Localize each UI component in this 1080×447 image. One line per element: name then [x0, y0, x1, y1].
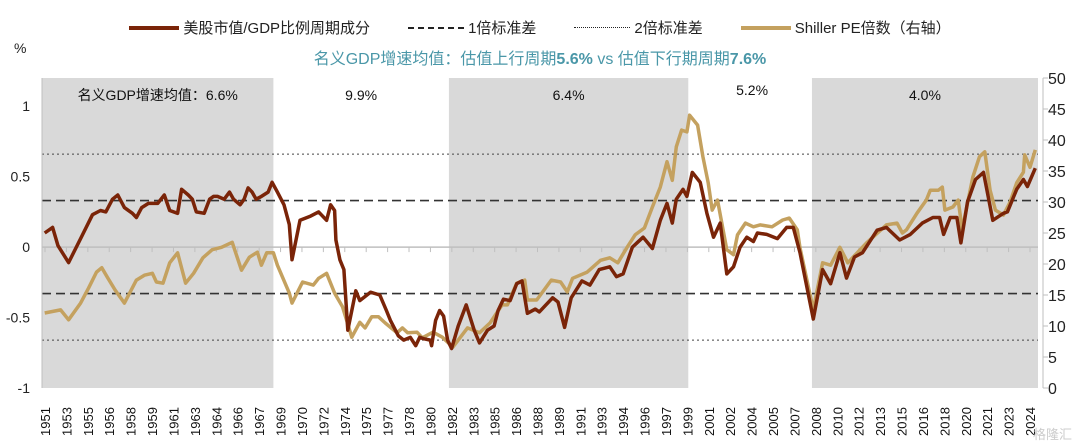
- x-tick-label: 1964: [209, 407, 224, 436]
- x-tick-label: 1967: [252, 407, 267, 436]
- legend-item-sd1: 1倍标准差: [408, 17, 536, 38]
- legend-item-series1: 美股市值/GDP比例周期成分: [129, 17, 370, 38]
- x-tick-label: 1982: [445, 407, 460, 436]
- x-tick-label: 1951: [38, 407, 53, 436]
- x-tick-label: 1958: [124, 407, 139, 436]
- y-right-tick-label: 25: [1048, 226, 1066, 243]
- x-tick-label: 1966: [231, 407, 246, 436]
- legend-item-sd2: 2倍标准差: [574, 17, 703, 38]
- legend-label-series1: 美股市值/GDP比例周期成分: [183, 20, 371, 37]
- x-tick-label: 2005: [766, 407, 781, 436]
- x-tick-label: 1963: [188, 407, 203, 436]
- x-tick-label: 2008: [809, 407, 824, 436]
- x-tick-label: 1986: [509, 407, 524, 436]
- x-tick-label: 2007: [787, 407, 802, 436]
- x-tick-label: 1983: [466, 407, 481, 436]
- x-tick-label: 1996: [638, 407, 653, 436]
- y-right-tick-label: 40: [1048, 133, 1066, 150]
- y-left-tick-label: 0.5: [11, 169, 31, 185]
- x-tick-label: 1978: [402, 407, 417, 436]
- x-tick-label: 1956: [102, 407, 117, 436]
- y-right-tick-label: 30: [1048, 195, 1066, 212]
- y-left-tick-label: -0.5: [6, 310, 30, 326]
- x-tick-label: 1991: [573, 407, 588, 436]
- legend-label-sd2: 2倍标准差: [634, 20, 703, 37]
- period-label: 名义GDP增速均值：6.6%: [78, 87, 238, 103]
- x-tick-label: 1961: [166, 407, 181, 436]
- x-tick-label: 1997: [659, 407, 674, 436]
- period-label: 6.4%: [553, 87, 585, 103]
- x-tick-label: 2010: [830, 407, 845, 436]
- y-left-tick-label: 0: [22, 239, 30, 255]
- x-tick-label: 1985: [488, 407, 503, 436]
- x-tick-label: 1980: [423, 407, 438, 436]
- shaded-period: [448, 78, 689, 388]
- x-tick-label: 2001: [702, 407, 717, 436]
- x-tick-label: 1953: [59, 407, 74, 436]
- subtitle-part1: 名义GDP增速均值：估值上行周期: [313, 51, 557, 68]
- y-right-tick-label: 15: [1048, 288, 1066, 305]
- x-tick-label: 1977: [381, 407, 396, 436]
- x-tick-label: 2002: [723, 407, 738, 436]
- y-left-tick-label: -1: [18, 380, 31, 396]
- x-tick-label: 2016: [916, 407, 931, 436]
- x-tick-label: 1970: [295, 407, 310, 436]
- x-tick-label: 1975: [359, 407, 374, 436]
- x-tick-label: 1993: [595, 407, 610, 436]
- legend-label-series2: Shiller PE倍数（右轴）: [794, 20, 951, 37]
- series-line-shiller-pe: [44, 113, 1037, 349]
- period-label: 4.0%: [909, 87, 941, 103]
- x-tick-label: 1955: [81, 407, 96, 436]
- x-tick-label: 2018: [937, 407, 952, 436]
- legend-swatch-sd1: [408, 26, 465, 29]
- legend-swatch-series1: [129, 25, 180, 30]
- subtitle-value-up: 5.6%: [556, 51, 593, 68]
- legend-item-series2: Shiller PE倍数（右轴）: [740, 17, 951, 38]
- y-left-tick-label: 1: [22, 98, 30, 114]
- watermark-logo: 格隆汇: [1032, 427, 1072, 442]
- shaded-period: [811, 78, 1038, 388]
- x-tick-label: 1972: [316, 407, 331, 436]
- x-tick-label: 1999: [680, 407, 695, 436]
- left-axis-unit: %: [14, 40, 27, 56]
- x-tick-label: 2013: [873, 407, 888, 436]
- x-tick-label: 2012: [852, 407, 867, 436]
- x-tick-label: 2004: [745, 407, 760, 436]
- x-tick-label: 2015: [895, 407, 910, 436]
- legend-swatch-sd2: [574, 27, 631, 28]
- series-line-market-cap-gdp: [43, 167, 1037, 351]
- y-right-tick-label: 45: [1048, 102, 1066, 119]
- period-label: 5.2%: [736, 82, 768, 98]
- shaded-period: [42, 78, 274, 388]
- x-tick-label: 1988: [531, 407, 546, 436]
- x-tick-label: 1989: [552, 407, 567, 436]
- subtitle-part2: vs 估值下行期周期: [592, 51, 730, 68]
- y-right-tick-label: 10: [1048, 319, 1066, 336]
- x-tick-label: 2020: [959, 407, 974, 436]
- legend: 美股市值/GDP比例周期成分 1倍标准差 2倍标准差 Shiller PE倍数（…: [0, 17, 1080, 38]
- y-right-tick-label: 35: [1048, 164, 1066, 181]
- period-label: 9.9%: [345, 87, 377, 103]
- x-tick-label: 1959: [145, 407, 160, 436]
- chart-subtitle: 名义GDP增速均值：估值上行周期5.6% vs 估值下行期周期7.6%: [0, 45, 1080, 69]
- y-right-tick-label: 0: [1048, 381, 1057, 398]
- x-tick-label: 2023: [1002, 407, 1017, 436]
- x-tick-label: 1994: [616, 407, 631, 436]
- legend-label-sd1: 1倍标准差: [468, 20, 537, 37]
- x-tick-label: 2024: [1023, 407, 1038, 436]
- y-right-tick-label: 50: [1048, 71, 1066, 88]
- y-right-tick-label: 5: [1048, 350, 1057, 367]
- y-right-tick-label: 20: [1048, 257, 1066, 274]
- subtitle-value-down: 7.6%: [729, 51, 767, 68]
- legend-swatch-series2: [740, 25, 791, 30]
- x-tick-label: 2021: [980, 407, 995, 436]
- x-tick-label: 1974: [338, 407, 353, 436]
- x-tick-label: 1969: [274, 407, 289, 436]
